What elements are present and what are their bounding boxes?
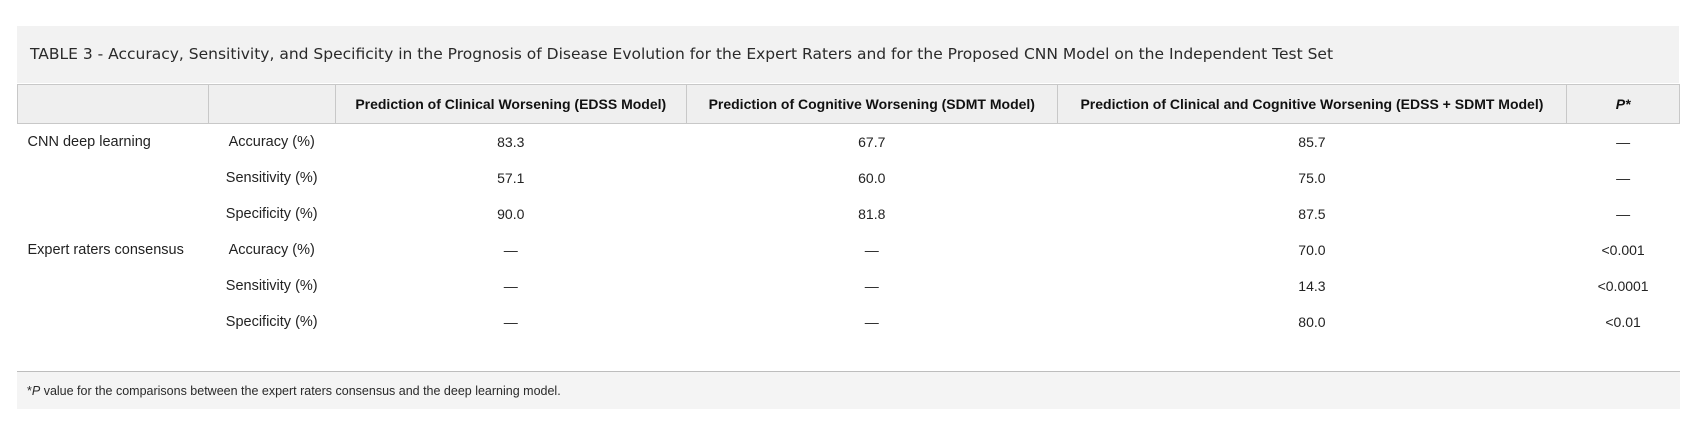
header-edss: Prediction of Clinical Worsening (EDSS M… xyxy=(334,84,687,124)
row-group-label xyxy=(18,160,209,196)
row-metric-label: Specificity (%) xyxy=(225,206,318,222)
cell-p-value: <0.001 xyxy=(1601,242,1645,258)
cell-edss: 90.0 xyxy=(497,206,525,222)
cell-edss: — xyxy=(503,278,518,294)
cell-p-value: <0.0001 xyxy=(1597,278,1649,294)
cell-combined: 70.0 xyxy=(1298,242,1326,258)
cell-sdmt: — xyxy=(864,278,879,294)
cell-p-value: — xyxy=(1616,170,1631,186)
cell-p-value: <0.01 xyxy=(1605,314,1641,330)
cell-sdmt: — xyxy=(864,242,879,258)
row-group-label: CNN deep learning xyxy=(27,134,151,150)
header-group xyxy=(17,84,209,124)
cell-p-value: — xyxy=(1616,134,1631,150)
row-metric-label: Specificity (%) xyxy=(225,314,318,330)
footnote-symbol: * xyxy=(27,384,32,398)
table-row: Sensitivity (%) — — 14.3 <0.0001 xyxy=(18,268,1680,304)
header-sdmt: Prediction of Cognitive Worsening (SDMT … xyxy=(685,84,1058,124)
header-combined: Prediction of Clinical and Cognitive Wor… xyxy=(1056,84,1568,124)
cell-edss: 57.1 xyxy=(497,170,525,186)
results-table: Prediction of Clinical Worsening (EDSS M… xyxy=(17,84,1680,340)
row-group-label xyxy=(18,304,209,340)
row-metric-label: Accuracy (%) xyxy=(228,134,315,150)
row-group-label xyxy=(18,196,209,232)
header-p-value: P* xyxy=(1566,84,1680,124)
cell-combined: 87.5 xyxy=(1298,206,1326,222)
cell-sdmt: 60.0 xyxy=(858,170,886,186)
cell-combined: 14.3 xyxy=(1298,278,1326,294)
cell-sdmt: — xyxy=(864,314,879,330)
cell-sdmt: 67.7 xyxy=(858,134,886,150)
header-row: Prediction of Clinical Worsening (EDSS M… xyxy=(17,84,1680,124)
cell-combined: 85.7 xyxy=(1298,134,1326,150)
cell-combined: 80.0 xyxy=(1298,314,1326,330)
cell-edss: — xyxy=(503,242,518,258)
table-row: Expert raters consensus Accuracy (%) — —… xyxy=(18,232,1680,268)
table-row: Specificity (%) — — 80.0 <0.01 xyxy=(18,304,1680,340)
row-group-label: Expert raters consensus xyxy=(27,242,184,258)
table-row: CNN deep learning Accuracy (%) 83.3 67.7… xyxy=(18,124,1680,161)
footnote-p-letter: P xyxy=(31,384,41,398)
cell-edss: — xyxy=(503,314,518,330)
header-metric xyxy=(207,84,336,124)
table-row: Specificity (%) 90.0 81.8 87.5 — xyxy=(18,196,1680,232)
row-metric-label: Accuracy (%) xyxy=(228,242,315,258)
table-footnote: *P value for the comparisons between the… xyxy=(17,371,1680,409)
table-row: Sensitivity (%) 57.1 60.0 75.0 — xyxy=(18,160,1680,196)
footnote-text: value for the comparisons between the ex… xyxy=(40,384,561,398)
cell-combined: 75.0 xyxy=(1298,170,1326,186)
cell-edss: 83.3 xyxy=(497,134,525,150)
table-caption: TABLE 3 - Accuracy, Sensitivity, and Spe… xyxy=(17,26,1679,83)
cell-sdmt: 81.8 xyxy=(858,206,886,222)
row-group-label xyxy=(18,268,209,304)
cell-p-value: — xyxy=(1616,206,1631,222)
row-metric-label: Sensitivity (%) xyxy=(225,170,318,186)
row-metric-label: Sensitivity (%) xyxy=(225,278,318,294)
